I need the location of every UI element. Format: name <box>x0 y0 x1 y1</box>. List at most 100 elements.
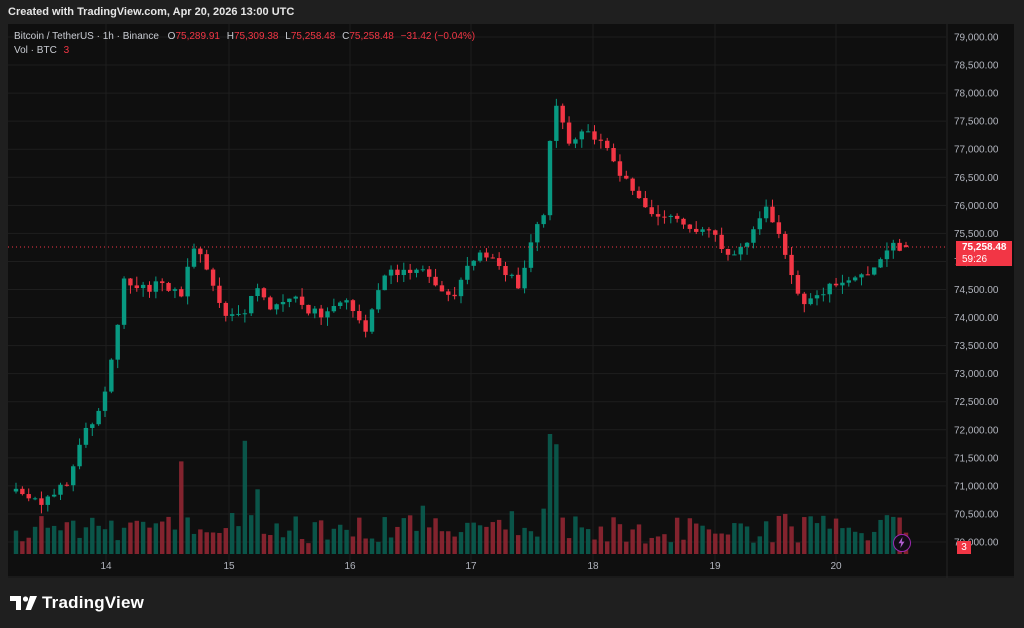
volume-bar <box>357 517 362 554</box>
candle-body <box>115 324 120 360</box>
candle-body <box>751 229 756 243</box>
candle-body <box>643 198 648 208</box>
open-label: O <box>167 31 176 42</box>
volume-bar <box>541 508 546 554</box>
x-tick-label: 18 <box>587 561 599 572</box>
candle-body <box>471 260 476 266</box>
y-tick-label: 76,000.00 <box>954 201 999 212</box>
volume-bar <box>770 542 775 554</box>
volume-bar <box>535 536 540 554</box>
price-chart[interactable]: 79,000.00 78,500.00 78,000.00 77,500.00 77,0… <box>8 24 1014 578</box>
lightning-icon[interactable] <box>893 534 911 552</box>
volume-bar <box>58 530 63 554</box>
chart-area[interactable]: 79,000.00 78,500.00 78,000.00 77,500.00 77,0… <box>8 24 1014 578</box>
candle-body <box>852 277 858 281</box>
volume-bar <box>318 520 324 554</box>
volume-bar <box>821 515 826 554</box>
candle-body <box>477 252 483 261</box>
volume-label[interactable]: Vol · BTC <box>14 45 57 56</box>
volume-bar <box>490 522 495 554</box>
candle-body <box>268 297 273 310</box>
candle-body <box>573 139 578 144</box>
y-tick-label: 78,500.00 <box>954 61 999 72</box>
volume-bar <box>477 525 483 554</box>
volume-bar <box>509 511 515 554</box>
volume-bar <box>674 517 680 554</box>
candle-body <box>872 267 877 275</box>
volume-bar <box>280 537 286 554</box>
volume-bar <box>210 532 216 554</box>
candle-body <box>802 293 807 305</box>
candle-body <box>102 391 108 411</box>
volume-bar <box>668 542 673 554</box>
candle-body <box>140 284 146 289</box>
volume-bar <box>140 521 146 554</box>
volume-bar <box>420 505 426 554</box>
high-value: 75,309.38 <box>233 31 279 42</box>
y-tick-label: 70,000.00 <box>954 538 999 549</box>
candle-body <box>522 267 527 289</box>
candle-body <box>585 131 591 133</box>
candle-body <box>26 494 31 499</box>
volume-bar <box>725 534 731 554</box>
volume-bar <box>312 522 317 554</box>
candle-body <box>210 269 216 286</box>
volume-bar <box>376 541 381 554</box>
volume-bar <box>566 538 572 554</box>
candle-body <box>560 105 565 123</box>
volume-bar <box>32 526 38 554</box>
candle-body <box>229 314 235 316</box>
volume-bar <box>585 529 591 554</box>
candle-body <box>293 296 298 299</box>
y-tick-label: 75,500.00 <box>954 229 999 240</box>
volume-bar <box>363 538 368 554</box>
volume-bar <box>465 522 470 554</box>
volume-bar <box>573 516 578 554</box>
volume-bar <box>13 530 19 554</box>
volume-bar <box>331 528 337 554</box>
candle-body <box>261 288 267 298</box>
candle-body <box>147 284 152 292</box>
candle-body <box>662 216 667 218</box>
volume-bar <box>681 539 686 554</box>
open-value: 75,289.91 <box>175 31 220 42</box>
candle-body <box>433 276 438 286</box>
volume-bar <box>814 523 820 554</box>
volume-bar <box>229 513 235 554</box>
candle-body <box>344 300 349 303</box>
volume-bar <box>605 541 610 554</box>
candle-body <box>535 224 540 243</box>
y-tick-label: 71,500.00 <box>954 453 999 464</box>
candle-body <box>236 313 241 315</box>
candle-body <box>325 311 330 318</box>
volume-bar <box>128 522 133 554</box>
candle-body <box>713 230 718 235</box>
volume-bar <box>878 519 883 554</box>
volume-value: 3 <box>63 45 70 56</box>
volume-bar <box>255 489 260 554</box>
volume-bar <box>407 515 413 554</box>
volume-bar <box>414 530 419 554</box>
volume-bar <box>547 434 553 554</box>
candle-body <box>350 300 356 312</box>
volume-bar <box>204 532 209 554</box>
volume-bar <box>706 529 712 554</box>
volume-bar <box>776 515 782 554</box>
candle-body <box>630 178 635 191</box>
candle-body <box>58 484 63 495</box>
volume-bar <box>338 524 343 554</box>
symbol-label[interactable]: Bitcoin / TetherUS · 1h · Binance <box>14 31 159 42</box>
volume-bar <box>700 525 705 554</box>
volume-bar <box>160 521 165 554</box>
candle-body <box>687 224 693 229</box>
volume-bar <box>395 526 400 554</box>
volume-bar <box>598 526 604 554</box>
volume-bar <box>624 541 629 554</box>
volume-bar <box>840 528 845 554</box>
candle-body <box>249 296 254 314</box>
volume-bar <box>299 539 305 554</box>
volume-bar <box>236 526 241 554</box>
volume-bar <box>751 542 756 554</box>
volume-bar <box>662 534 667 554</box>
candle-body <box>166 283 171 291</box>
